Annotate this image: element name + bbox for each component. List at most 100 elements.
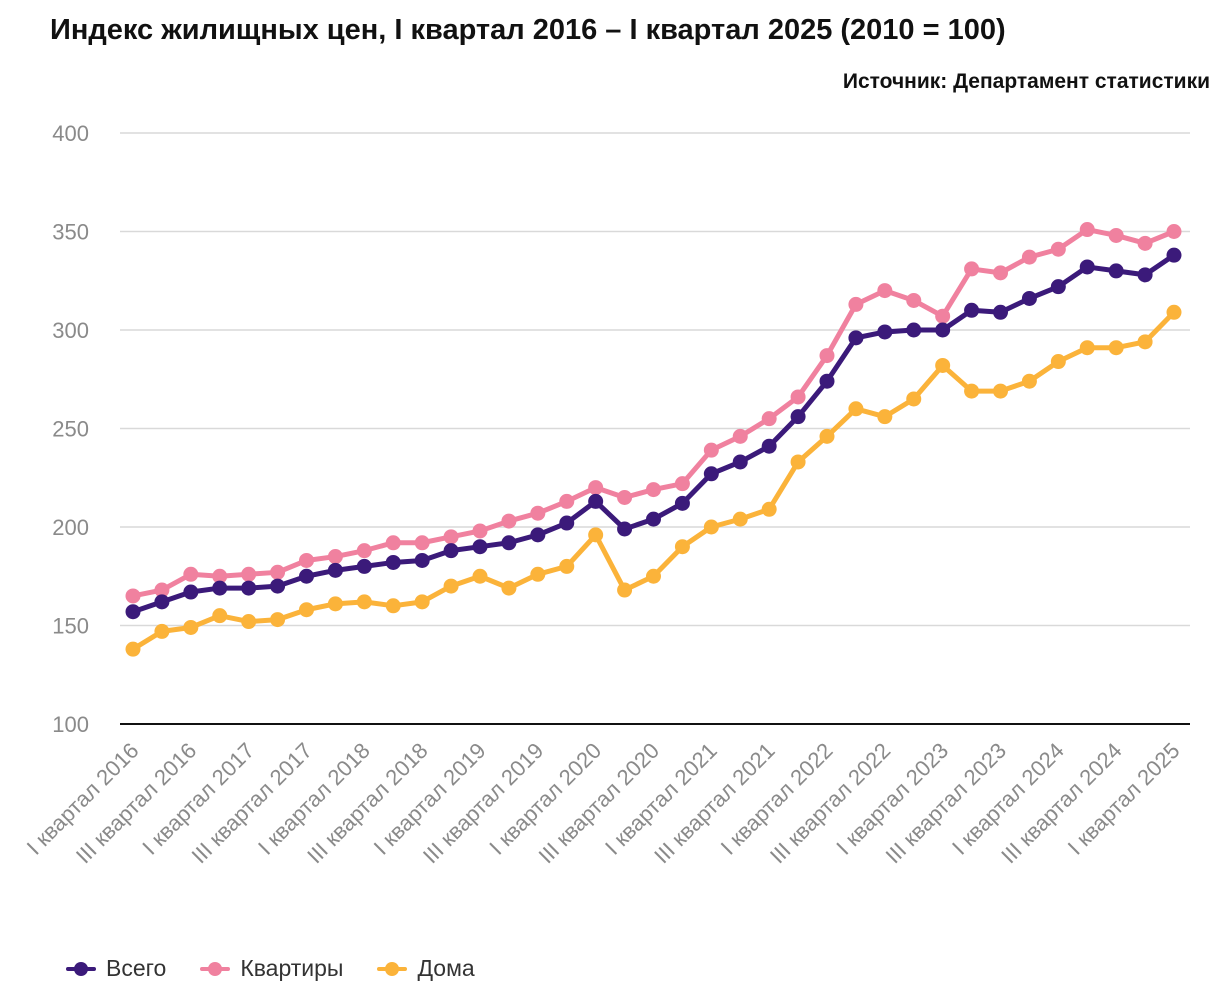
data-point[interactable] (414, 535, 430, 551)
data-point[interactable] (299, 552, 314, 568)
data-point[interactable] (299, 602, 314, 618)
data-point[interactable] (877, 283, 893, 299)
legend-item-doma[interactable]: Дома (377, 955, 475, 982)
data-point[interactable] (559, 558, 575, 574)
data-point[interactable] (125, 641, 141, 657)
data-point[interactable] (790, 409, 806, 425)
data-point[interactable] (646, 568, 661, 584)
data-point[interactable] (617, 489, 633, 505)
data-point[interactable] (443, 578, 459, 594)
data-point[interactable] (414, 552, 430, 568)
data-point[interactable] (1166, 304, 1182, 320)
data-point[interactable] (935, 308, 951, 324)
data-point[interactable] (906, 292, 922, 308)
data-point[interactable] (327, 562, 343, 578)
data-point[interactable] (761, 501, 777, 517)
legend-item-vsego[interactable]: Всего (66, 955, 166, 982)
data-point[interactable] (1108, 340, 1124, 356)
data-point[interactable] (1137, 334, 1153, 350)
data-point[interactable] (646, 511, 661, 527)
data-point[interactable] (443, 529, 459, 545)
data-point[interactable] (1021, 290, 1037, 306)
data-point[interactable] (790, 389, 806, 405)
data-point[interactable] (443, 543, 459, 559)
data-point[interactable] (1021, 373, 1037, 389)
data-point[interactable] (1108, 227, 1124, 243)
data-point[interactable] (588, 493, 604, 509)
data-point[interactable] (530, 505, 546, 521)
data-point[interactable] (530, 527, 546, 543)
data-point[interactable] (848, 401, 864, 417)
data-point[interactable] (183, 619, 199, 635)
data-point[interactable] (212, 608, 228, 624)
data-point[interactable] (819, 373, 835, 389)
data-point[interactable] (501, 580, 517, 596)
data-point[interactable] (327, 549, 343, 565)
data-point[interactable] (1050, 279, 1066, 295)
data-point[interactable] (646, 482, 661, 498)
data-point[interactable] (674, 539, 690, 555)
data-point[interactable] (732, 454, 748, 470)
data-point[interactable] (154, 582, 170, 598)
data-point[interactable] (559, 493, 575, 509)
data-point[interactable] (819, 428, 835, 444)
data-point[interactable] (125, 588, 141, 604)
data-point[interactable] (125, 604, 141, 620)
data-point[interactable] (356, 594, 372, 610)
data-point[interactable] (270, 612, 286, 628)
data-point[interactable] (212, 568, 228, 584)
data-point[interactable] (270, 578, 286, 594)
data-point[interactable] (588, 527, 604, 543)
data-point[interactable] (241, 566, 257, 582)
data-point[interactable] (1021, 249, 1037, 265)
data-point[interactable] (761, 411, 777, 427)
data-point[interactable] (1137, 267, 1153, 283)
data-point[interactable] (183, 584, 199, 600)
data-point[interactable] (732, 428, 748, 444)
data-point[interactable] (617, 582, 633, 598)
data-point[interactable] (270, 564, 286, 580)
legend-item-kvartiry[interactable]: Квартиры (200, 955, 343, 982)
data-point[interactable] (183, 566, 199, 582)
data-point[interactable] (501, 513, 517, 529)
data-point[interactable] (732, 511, 748, 527)
data-point[interactable] (327, 596, 343, 612)
data-point[interactable] (356, 543, 372, 559)
data-point[interactable] (703, 466, 719, 482)
data-point[interactable] (819, 348, 835, 364)
data-point[interactable] (906, 391, 922, 407)
data-point[interactable] (299, 568, 314, 584)
data-point[interactable] (877, 324, 893, 340)
data-point[interactable] (790, 454, 806, 470)
data-point[interactable] (1166, 224, 1182, 239)
data-point[interactable] (935, 322, 951, 338)
data-point[interactable] (241, 614, 257, 630)
data-point[interactable] (1050, 241, 1066, 257)
data-point[interactable] (993, 383, 1008, 399)
data-point[interactable] (559, 515, 575, 531)
data-point[interactable] (674, 476, 690, 492)
data-point[interactable] (1079, 340, 1095, 356)
data-point[interactable] (501, 535, 517, 551)
data-point[interactable] (241, 580, 257, 596)
data-point[interactable] (356, 558, 372, 574)
data-point[interactable] (761, 438, 777, 454)
data-point[interactable] (906, 322, 922, 338)
data-point[interactable] (472, 539, 488, 555)
data-point[interactable] (472, 523, 488, 539)
data-point[interactable] (1166, 247, 1182, 263)
data-point[interactable] (472, 568, 488, 584)
data-point[interactable] (1108, 263, 1124, 279)
data-point[interactable] (964, 261, 980, 277)
data-point[interactable] (212, 580, 228, 596)
data-point[interactable] (993, 265, 1008, 281)
data-point[interactable] (414, 594, 430, 610)
data-point[interactable] (154, 594, 170, 610)
data-point[interactable] (964, 383, 980, 399)
data-point[interactable] (848, 296, 864, 312)
data-point[interactable] (385, 554, 401, 570)
data-point[interactable] (385, 535, 401, 551)
data-point[interactable] (588, 480, 604, 496)
data-point[interactable] (1137, 235, 1153, 251)
data-point[interactable] (1079, 259, 1095, 275)
